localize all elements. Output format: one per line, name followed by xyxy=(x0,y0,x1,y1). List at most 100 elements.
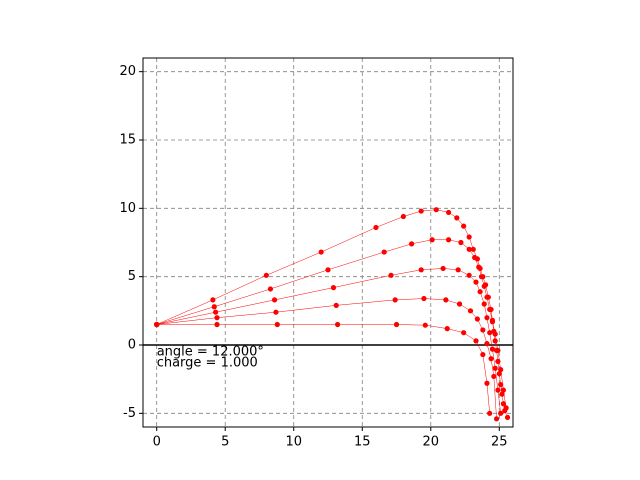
y-tick-label: 10 xyxy=(119,201,136,216)
point xyxy=(492,331,498,337)
point xyxy=(466,246,472,252)
point xyxy=(274,321,280,328)
point xyxy=(334,321,341,328)
point xyxy=(489,319,496,325)
point xyxy=(433,207,439,213)
point xyxy=(484,380,490,386)
point xyxy=(429,237,435,243)
point xyxy=(476,264,482,270)
point xyxy=(470,246,476,252)
point xyxy=(478,274,485,280)
point xyxy=(491,373,497,380)
point xyxy=(214,321,220,328)
point xyxy=(474,316,480,322)
x-tick-label: 20 xyxy=(423,435,440,450)
point xyxy=(504,414,511,421)
point xyxy=(333,302,339,308)
x-tick-label: 5 xyxy=(221,435,229,450)
point xyxy=(458,239,464,246)
point xyxy=(473,338,479,344)
point xyxy=(498,382,504,388)
point xyxy=(481,283,487,289)
point xyxy=(472,254,478,261)
annotation: charge = 1.000 xyxy=(157,356,258,371)
point xyxy=(418,208,424,214)
plot-area xyxy=(143,207,513,422)
x-tick-label: 0 xyxy=(153,435,161,450)
point xyxy=(484,294,490,300)
y-tick-label: 15 xyxy=(119,133,136,148)
point xyxy=(495,347,501,354)
point xyxy=(487,330,493,336)
point xyxy=(500,401,507,407)
point xyxy=(498,367,504,373)
point xyxy=(330,285,337,291)
trajectory-line xyxy=(156,268,501,414)
point xyxy=(318,249,324,255)
x-tick-label: 25 xyxy=(491,435,508,450)
point xyxy=(381,249,387,255)
point xyxy=(488,356,494,362)
point xyxy=(487,306,493,313)
point xyxy=(461,330,467,336)
point xyxy=(444,326,450,332)
point xyxy=(392,297,398,303)
point xyxy=(484,315,490,321)
point xyxy=(213,309,219,315)
point xyxy=(325,267,331,273)
point xyxy=(418,267,424,273)
point xyxy=(271,297,278,303)
point xyxy=(467,308,474,314)
point xyxy=(503,405,509,411)
trajectory-line xyxy=(156,324,490,414)
point xyxy=(466,234,472,240)
point xyxy=(480,351,486,358)
point xyxy=(496,371,502,377)
point xyxy=(214,315,220,321)
point xyxy=(400,213,406,220)
point xyxy=(484,341,490,347)
point xyxy=(154,321,160,328)
point xyxy=(454,215,460,221)
point xyxy=(421,295,427,302)
point xyxy=(466,272,472,278)
ticks: 0 5 10 15 20 25 -5 0 5 10 15 20 xyxy=(119,64,507,449)
point xyxy=(440,265,446,272)
point xyxy=(210,297,216,303)
point xyxy=(263,272,269,278)
annotation: angle = 12.000° xyxy=(157,345,264,360)
point xyxy=(500,387,507,393)
trajectory-line xyxy=(156,239,507,408)
point xyxy=(473,279,479,285)
point xyxy=(487,410,493,416)
point xyxy=(393,321,400,328)
point xyxy=(489,346,496,352)
y-tick-label: 0 xyxy=(128,338,136,353)
x-tick-label: 10 xyxy=(285,435,302,450)
point xyxy=(273,309,279,315)
point xyxy=(492,338,498,344)
point xyxy=(492,365,498,371)
x-tick-label: 15 xyxy=(354,435,371,450)
point xyxy=(498,410,504,416)
point xyxy=(495,387,501,393)
y-tick-label: 20 xyxy=(119,64,136,79)
point xyxy=(461,223,467,229)
y-tick-label: 5 xyxy=(128,269,136,284)
point xyxy=(373,224,379,231)
axes-frame xyxy=(142,57,514,428)
point xyxy=(211,304,217,310)
point xyxy=(477,289,483,295)
grid xyxy=(143,58,513,427)
point xyxy=(408,241,415,247)
point xyxy=(267,286,274,292)
point xyxy=(493,416,500,422)
point xyxy=(422,322,428,328)
point xyxy=(445,209,452,216)
point xyxy=(445,237,452,243)
point xyxy=(481,301,487,307)
point xyxy=(388,272,394,278)
point xyxy=(480,327,486,333)
